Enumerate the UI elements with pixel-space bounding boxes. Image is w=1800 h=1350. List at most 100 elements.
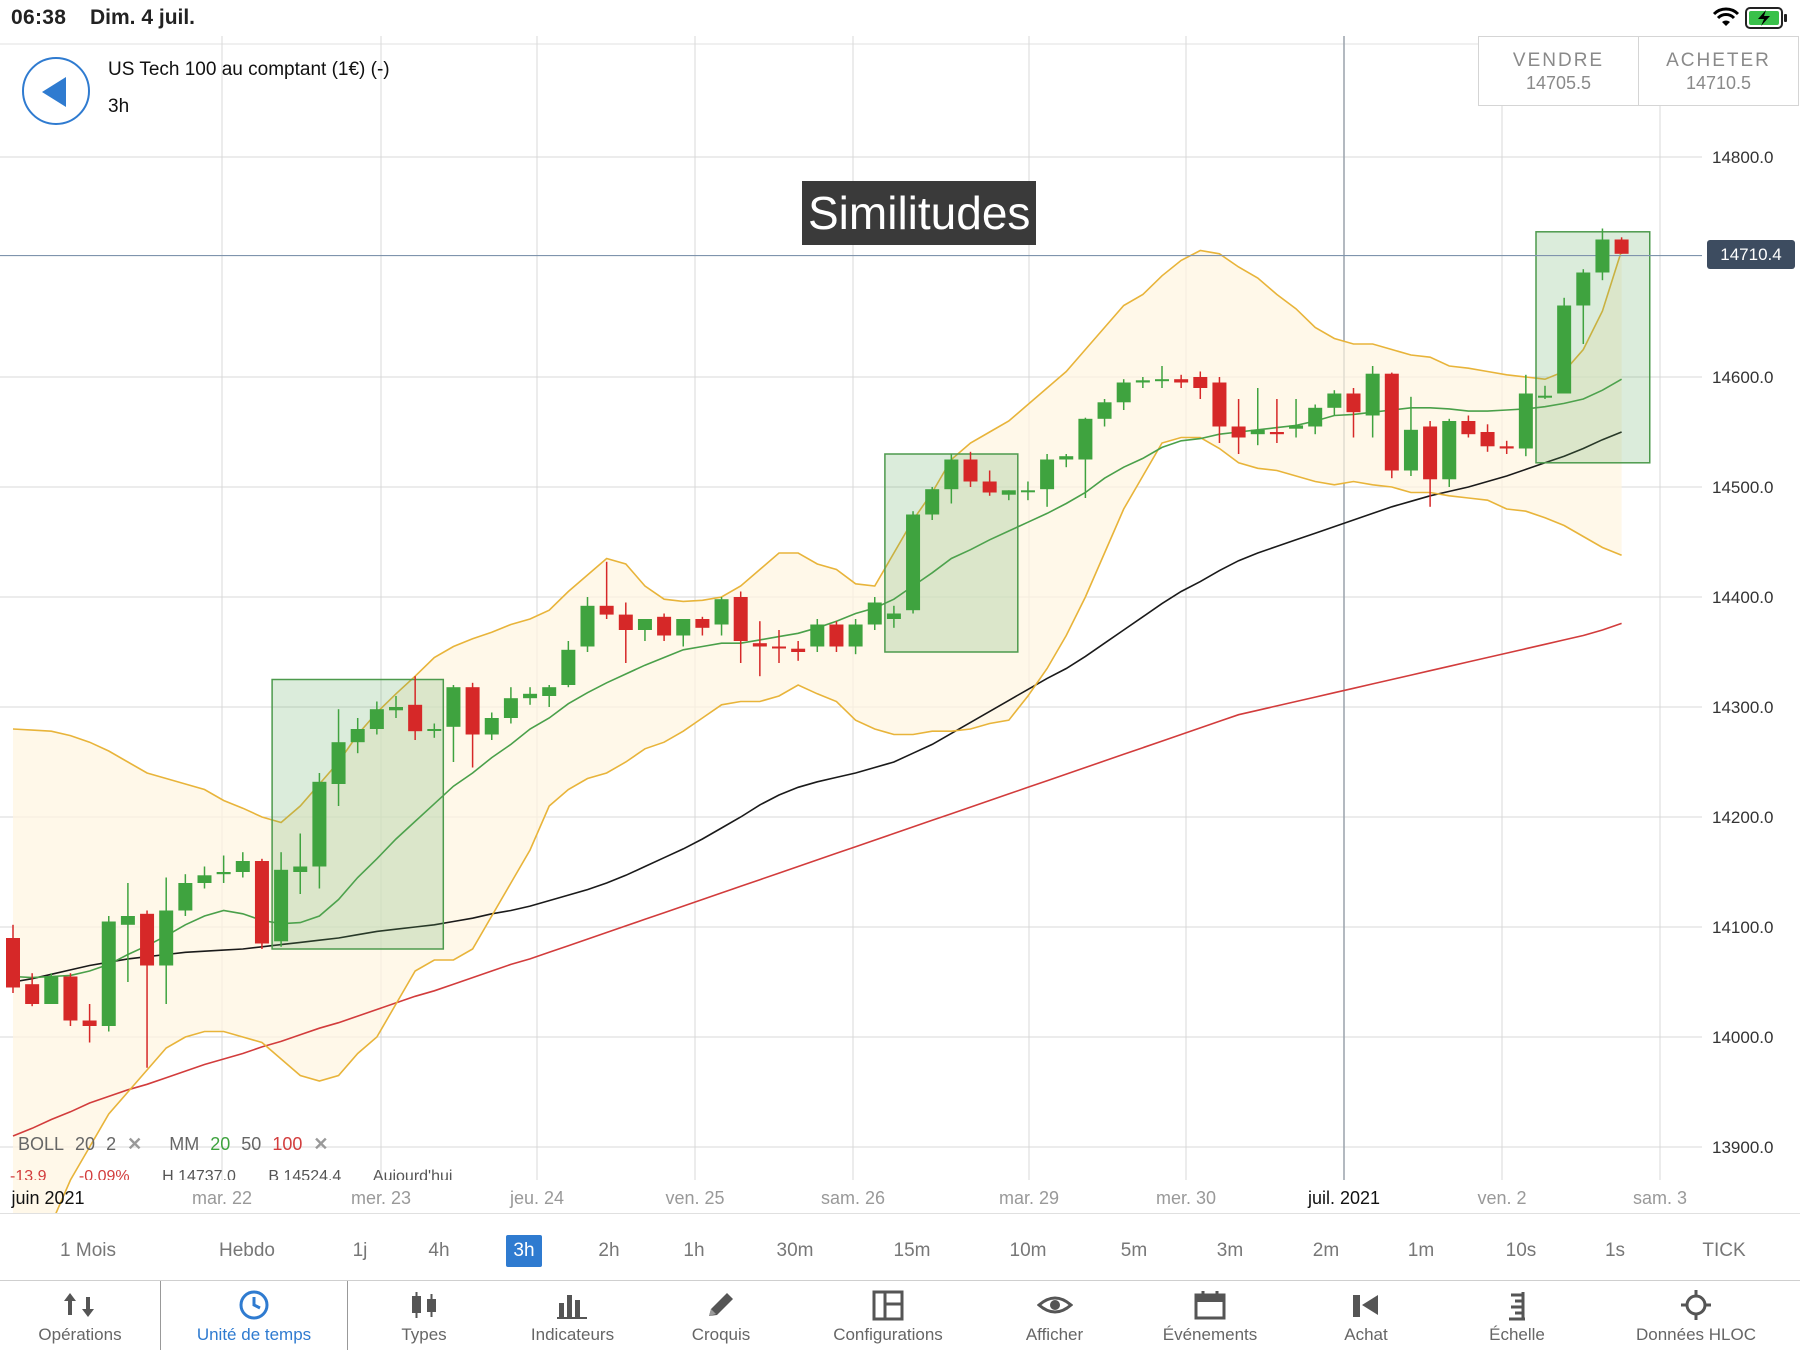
candle-body xyxy=(293,866,308,872)
candle xyxy=(503,687,518,724)
boll-period: 20 xyxy=(75,1134,96,1154)
candle-body xyxy=(1001,490,1016,495)
timeframe-5m[interactable]: 5m xyxy=(1120,1240,1148,1261)
timeframe-1h[interactable]: 1h xyxy=(683,1240,705,1261)
timeframe-2h[interactable]: 2h xyxy=(598,1240,620,1261)
timeframe-15m[interactable]: 15m xyxy=(893,1240,931,1261)
toolbar-sort-arrows-button[interactable]: Opérations xyxy=(0,1281,160,1350)
remove-boll-icon[interactable]: ✕ xyxy=(127,1134,143,1154)
candle xyxy=(906,511,921,614)
candle xyxy=(1557,297,1572,394)
candle xyxy=(254,858,269,949)
candle xyxy=(1193,371,1208,399)
candle-body xyxy=(1250,429,1265,435)
candle-body xyxy=(484,718,499,735)
similitudes-annotation[interactable]: Similitudes xyxy=(802,181,1037,245)
candle-body xyxy=(676,619,691,636)
candle-body xyxy=(408,704,423,732)
back-arrow-icon xyxy=(42,77,66,107)
candle-body xyxy=(350,729,365,743)
ruler-icon xyxy=(1509,1292,1525,1321)
candle-body xyxy=(733,597,748,641)
wifi-icon xyxy=(1712,7,1740,26)
candle-body xyxy=(82,1020,97,1026)
candle-body xyxy=(427,729,442,731)
candle-body xyxy=(906,514,921,611)
candle xyxy=(1595,228,1610,281)
candle xyxy=(1155,366,1169,388)
candle xyxy=(1289,399,1304,438)
buy-label: ACHETER xyxy=(1666,50,1771,71)
candle xyxy=(369,701,384,735)
timeframe-1m[interactable]: 1m xyxy=(1407,1240,1435,1261)
candle xyxy=(542,685,557,707)
toolbar-buy-megaphone-button[interactable]: Achat xyxy=(1290,1281,1442,1350)
timeframe-10m[interactable]: 10m xyxy=(1009,1240,1047,1261)
toolbar-label: Types xyxy=(401,1325,447,1344)
toolbar-clock-button[interactable]: Unité de temps xyxy=(160,1281,348,1350)
candle-body xyxy=(542,687,557,696)
candle xyxy=(350,718,365,754)
timeframe-1j[interactable]: 1j xyxy=(352,1240,368,1261)
sell-label: VENDRE xyxy=(1512,50,1605,71)
toolbar-layout-button[interactable]: Configurations xyxy=(797,1281,979,1350)
timeframe-3m[interactable]: 3m xyxy=(1216,1240,1244,1261)
toolbar-ruler-button[interactable]: Échelle xyxy=(1442,1281,1592,1350)
candle xyxy=(1116,379,1131,410)
toolbar-calendar-button[interactable]: Événements xyxy=(1130,1281,1290,1350)
toolbar-label: Indicateurs xyxy=(530,1325,615,1344)
back-button[interactable] xyxy=(22,57,90,125)
toolbar-pencil-button[interactable]: Croquis xyxy=(645,1281,797,1350)
timeframe-10s[interactable]: 10s xyxy=(1505,1240,1537,1261)
timeframe-30m[interactable]: 30m xyxy=(776,1240,814,1261)
candle-body xyxy=(1442,421,1457,480)
candle-body xyxy=(1480,432,1495,447)
toolbar-crosshair-button[interactable]: Données HLOC xyxy=(1592,1281,1800,1350)
candle-body xyxy=(1059,456,1074,460)
candle-body xyxy=(446,687,461,727)
candle xyxy=(1423,421,1438,507)
toolbar-bar-chart-button[interactable]: Indicateurs xyxy=(500,1281,645,1350)
candle xyxy=(6,924,20,993)
timeframe-3h[interactable]: 3h xyxy=(506,1235,542,1267)
candle xyxy=(1269,399,1284,443)
candle-body xyxy=(752,643,767,647)
candle-body xyxy=(1078,418,1093,460)
timeframe-hebdo[interactable]: Hebdo xyxy=(219,1240,275,1261)
candle xyxy=(1499,440,1514,454)
timeframe-4h[interactable]: 4h xyxy=(428,1240,450,1261)
candle-body xyxy=(1212,382,1227,427)
candle xyxy=(1250,388,1265,446)
sell-button[interactable]: VENDRE 14705.5 xyxy=(1478,36,1639,106)
toolbar-label: Configurations xyxy=(833,1325,943,1344)
toolbar-candlestick-button[interactable]: Types xyxy=(348,1281,500,1350)
candle xyxy=(523,687,538,705)
boll-name: BOLL xyxy=(18,1134,65,1154)
candle xyxy=(331,709,346,806)
candle xyxy=(427,723,442,738)
toolbar-label: Afficher xyxy=(1025,1325,1084,1344)
candle-body xyxy=(1595,239,1610,273)
price-chart[interactable]: 14800.0 14600.0 14500.0 14400.0 14300.0 14200… xyxy=(0,0,1800,1213)
timeframe-1s[interactable]: 1s xyxy=(1604,1240,1626,1261)
candle xyxy=(216,855,231,883)
toolbar-label: Unité de temps xyxy=(196,1325,312,1344)
candle-body xyxy=(101,921,116,1026)
layout-icon xyxy=(872,1290,904,1321)
candle xyxy=(1097,399,1112,427)
candle-body xyxy=(369,709,384,729)
candle xyxy=(178,874,193,916)
candle xyxy=(810,619,825,652)
today-label: Aujourd'hui xyxy=(372,1168,453,1180)
candle-body xyxy=(140,913,155,966)
toolbar-eye-button[interactable]: Afficher xyxy=(979,1281,1130,1350)
candle xyxy=(140,910,155,1068)
timeframe-tick[interactable]: TICK xyxy=(1702,1240,1746,1261)
candle-body xyxy=(695,619,710,628)
timeframe-1-mois[interactable]: 1 Mois xyxy=(60,1240,116,1261)
timeframe-2m[interactable]: 2m xyxy=(1312,1240,1340,1261)
buy-button[interactable]: ACHETER 14710.5 xyxy=(1638,36,1799,106)
crosshair-icon xyxy=(1681,1290,1711,1320)
remove-mm-icon[interactable]: ✕ xyxy=(313,1134,329,1154)
candle xyxy=(1231,399,1246,454)
